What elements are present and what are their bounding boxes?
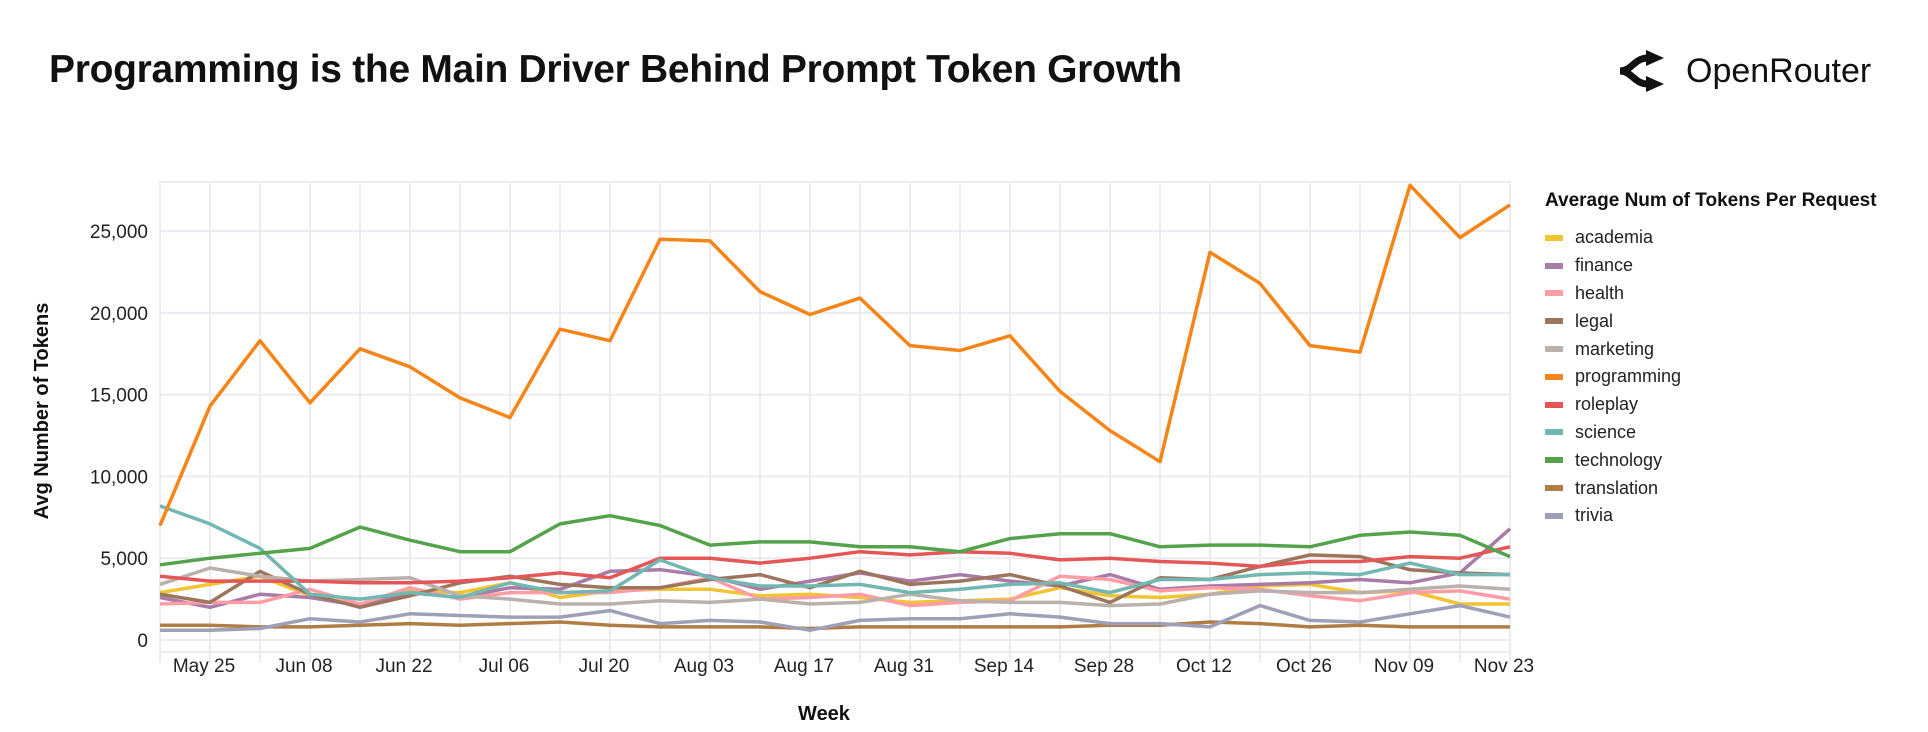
legend-label: finance [1575, 255, 1634, 276]
series-line-finance [159, 527, 1512, 610]
series-lines [158, 183, 1512, 632]
y-tick-label: 20,000 [90, 304, 148, 325]
x-tick-label: Oct 26 [1276, 656, 1332, 677]
x-tick-label: Jun 22 [375, 656, 432, 677]
y-tick-label: 0 [137, 631, 148, 652]
series-line-translation [160, 620, 1510, 631]
legend-item-marketing[interactable]: marketing [1545, 335, 1877, 363]
x-tick-label: May 25 [173, 656, 235, 677]
series-line-technology [159, 513, 1511, 567]
x-tick-label: Aug 31 [874, 656, 934, 677]
legend-item-academia[interactable]: academia [1545, 224, 1877, 252]
brand: OpenRouter [1618, 50, 1871, 92]
legend-item-legal[interactable]: legal [1545, 307, 1877, 335]
grid [159, 181, 1511, 662]
series-line-roleplay [159, 545, 1511, 585]
legend-swatch [1545, 429, 1563, 436]
x-tick-label: Oct 12 [1176, 656, 1232, 677]
legend-swatch [1545, 318, 1563, 325]
legend-label: programming [1575, 366, 1682, 387]
legend-swatch [1545, 485, 1563, 492]
legend-item-finance[interactable]: finance [1545, 252, 1877, 280]
series-line-marketing [159, 566, 1511, 608]
legend-label: health [1575, 282, 1625, 303]
legend-label: technology [1575, 449, 1663, 470]
legend-label: roleplay [1575, 394, 1639, 415]
legend-label: legal [1575, 310, 1614, 331]
legend-swatch [1545, 262, 1563, 269]
legend-title: Average Num of Tokens Per Request [1545, 190, 1877, 211]
legend-swatch [1545, 401, 1563, 408]
legend-item-trivia[interactable]: trivia [1545, 502, 1877, 530]
x-tick-label: Jun 08 [275, 656, 332, 677]
y-tick-label: 5,000 [100, 549, 148, 570]
series-line-programming [158, 183, 1511, 527]
legend-swatch [1545, 457, 1563, 464]
x-tick-label: Sep 14 [974, 656, 1035, 677]
legend-label: trivia [1575, 505, 1614, 526]
legend-item-technology[interactable]: technology [1545, 446, 1877, 474]
x-tick-label: Jul 06 [479, 656, 530, 677]
chart-title: Programming is the Main Driver Behind Pr… [49, 48, 1182, 91]
x-tick-label: Nov 23 [1474, 656, 1534, 677]
x-tick-label: Aug 03 [674, 656, 734, 677]
y-axis-title: Avg Number of Tokens [31, 303, 53, 520]
legend-swatch [1545, 373, 1563, 380]
legend-swatch [1545, 290, 1563, 297]
legend-item-roleplay[interactable]: roleplay [1545, 391, 1877, 419]
y-tick-label: 25,000 [90, 222, 148, 243]
x-axis-title: Week [798, 703, 851, 725]
openrouter-logo-icon [1619, 50, 1664, 92]
series-line-legal [159, 553, 1511, 610]
legend-item-programming[interactable]: programming [1545, 363, 1877, 391]
y-tick-label: 15,000 [90, 386, 148, 407]
legend-label: marketing [1575, 338, 1655, 359]
brand-name: OpenRouter [1686, 51, 1872, 90]
legend-swatch [1545, 346, 1563, 353]
legend-swatch [1545, 512, 1563, 519]
legend-swatch [1545, 234, 1563, 241]
x-tick-label: Jul 20 [579, 656, 630, 677]
legend-label: science [1575, 421, 1637, 442]
legend: Average Num of Tokens Per Request academ… [1545, 190, 1877, 530]
series-line-trivia [160, 603, 1511, 632]
legend-label: academia [1575, 227, 1654, 248]
legend-item-health[interactable]: health [1545, 280, 1877, 308]
legend-label: translation [1575, 477, 1659, 498]
x-tick-label: Nov 09 [1374, 656, 1434, 677]
x-axis-ticks: May 25 Jun 08 Jun 22 Jul 06 Jul 20 Aug 03 Aug … [173, 656, 1534, 677]
y-axis-ticks: 0 5,000 10,000 15,000 20,000 25,000 [90, 222, 148, 652]
x-tick-label: Aug 17 [774, 656, 834, 677]
x-tick-label: Sep 28 [1074, 656, 1134, 677]
y-tick-label: 10,000 [90, 467, 148, 488]
series-line-science [159, 504, 1510, 601]
legend-item-translation[interactable]: translation [1545, 474, 1877, 502]
legend-item-science[interactable]: science [1545, 419, 1877, 447]
